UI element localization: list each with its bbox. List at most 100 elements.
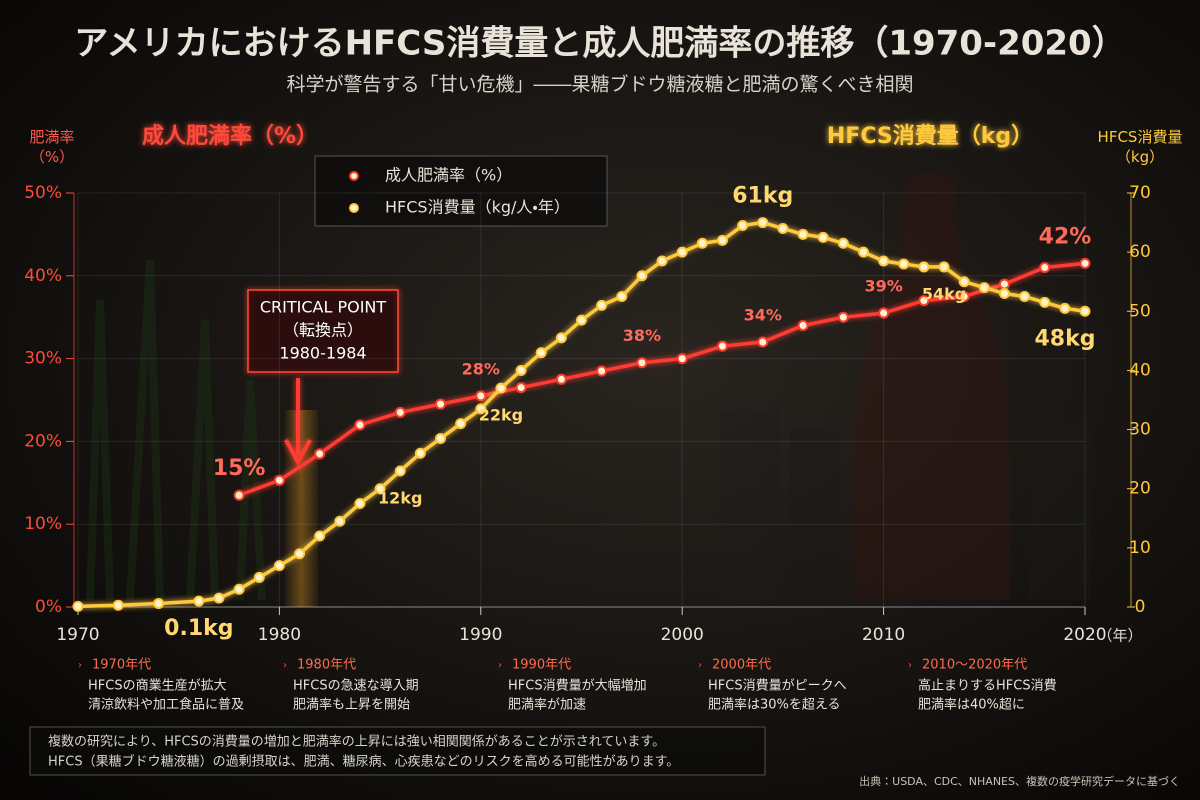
data-point [475, 390, 487, 402]
annotation: 12kg [378, 488, 422, 507]
timeline-text: 肥満率が加速 [508, 698, 586, 713]
data-point [918, 261, 930, 273]
annotation: 38% [623, 326, 661, 345]
legend-swatch [349, 171, 359, 181]
annotation: 34% [744, 306, 782, 325]
timeline-marker: › [283, 660, 287, 671]
data-point [938, 261, 950, 273]
decoration [86, 172, 1090, 601]
timeline-title: 2000年代 [712, 658, 771, 673]
data-point [555, 373, 567, 385]
data-point [857, 246, 869, 258]
x-tick-label: 2010 [862, 625, 905, 645]
timeline-text: HFCS消費量がピークへ [708, 679, 847, 694]
y-tick-label: 50% [24, 183, 62, 203]
timeline-text: 肥満率は30%を超える [708, 698, 841, 713]
data-point [958, 276, 970, 288]
timeline-marker: › [78, 660, 82, 671]
data-point [777, 222, 789, 234]
annotation: 39% [864, 277, 902, 296]
data-point [1039, 262, 1051, 274]
y-tick-label: 30% [24, 349, 62, 369]
data-point [716, 234, 728, 246]
annotation: 0.1kg [164, 616, 233, 641]
data-point [737, 220, 749, 232]
y-axis-title: 成人肥満率（%） [142, 123, 318, 149]
data-point [998, 288, 1010, 300]
data-point [435, 432, 447, 444]
data-point [515, 382, 527, 394]
data-point [596, 365, 608, 377]
critical-box [247, 289, 399, 373]
data-point [1079, 305, 1091, 317]
data-point [716, 340, 728, 352]
data-point [656, 255, 668, 267]
data-point [676, 246, 688, 258]
data-point [878, 255, 890, 267]
y2-tick-label: 20 [1129, 479, 1151, 499]
y2-axis-title: HFCS消費量（kg） [827, 124, 1033, 149]
timeline-marker: › [908, 660, 912, 671]
timeline-text: 肥満率も上昇を開始 [293, 698, 410, 713]
data-point [555, 332, 567, 344]
data-point [334, 515, 346, 527]
data-point [495, 382, 507, 394]
data-point [515, 364, 527, 376]
y2-tick-label: 10 [1129, 538, 1151, 558]
source: 出典：USDA、CDC、NHANES、複数の疫学研究データに基づく [859, 774, 1180, 788]
note-box [29, 726, 766, 776]
data-point [1059, 302, 1071, 314]
data-point [394, 465, 406, 477]
y2-tick-label: 40 [1129, 360, 1151, 380]
x-tick-label: 1970 [56, 625, 99, 645]
data-point [1079, 257, 1091, 269]
data-point [978, 282, 990, 294]
data-point [636, 357, 648, 369]
annotation: 54kg [922, 284, 966, 303]
x-tick-label: 2000 [661, 625, 704, 645]
data-point [233, 489, 245, 501]
data-point [817, 231, 829, 243]
timeline-text: HFCSの商業生産が拡大 [88, 678, 227, 694]
data-point [757, 336, 769, 348]
data-point [294, 548, 306, 560]
legend: 成人肥満率（%） HFCS消費量（kg/人・年） [333, 166, 570, 217]
legend-swatch [349, 203, 359, 213]
series-line [238, 261, 1086, 497]
legend-label: HFCS消費量（kg/人・年） [385, 198, 570, 217]
data-point [112, 599, 124, 611]
data-point [72, 600, 84, 612]
y-tick-label: 10% [24, 514, 62, 534]
timeline-text: HFCS消費量が大幅増加 [508, 679, 647, 694]
data-point [1039, 296, 1051, 308]
data-point [676, 353, 688, 365]
y2-tick-label: 60 [1129, 242, 1151, 262]
data-point [596, 299, 608, 311]
data-point [797, 319, 809, 331]
critical-text: （転換点） [283, 321, 363, 340]
data-point [213, 592, 225, 604]
timeline-marker: › [698, 660, 702, 671]
data-point [475, 403, 487, 415]
data-point [253, 571, 265, 583]
data-point [273, 560, 285, 572]
data-point [414, 447, 426, 459]
critical-text: 1980-1984 [279, 344, 366, 363]
timeline-title: 2010～2020年代 [922, 658, 1027, 673]
data-point [636, 270, 648, 282]
note: 複数の研究により、HFCSの消費量の増加と肥満率の上昇には強い相関関係があること… [48, 734, 665, 750]
data-point [797, 228, 809, 240]
data-point [878, 307, 890, 319]
timeline-text: 清涼飲料や加工食品に普及 [88, 698, 244, 713]
data-point [696, 237, 708, 249]
data-point [837, 237, 849, 249]
timeline-marker: › [498, 660, 502, 671]
data-point [374, 483, 386, 495]
subtitle: 科学が警告する「甘い危機」――果糖ブドウ糖液糖と肥満の驚くべき相関 [286, 73, 913, 96]
y-axis-label: 肥満率（%） [29, 128, 74, 166]
data-point [1019, 291, 1031, 302]
data-point [535, 347, 547, 359]
data-point [273, 474, 285, 486]
x-tick-label: 1990 [459, 625, 502, 645]
